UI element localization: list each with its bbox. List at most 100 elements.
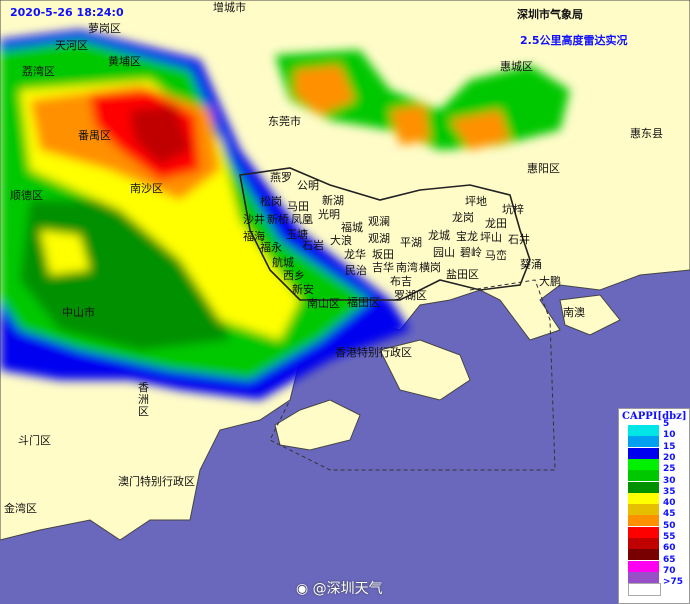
legend-value: 25 — [663, 464, 676, 475]
place-label: 沙井 — [243, 213, 265, 226]
legend-swatch — [628, 458, 659, 470]
place-label: 吉华 — [372, 261, 394, 274]
legend-swatch — [628, 470, 659, 482]
place-label: 福永 — [260, 241, 282, 254]
place-label: 燕罗 — [270, 171, 292, 184]
place-label: 荔湾区 — [22, 65, 55, 78]
district-boundaries — [239, 167, 531, 301]
place-label: 中山市 — [62, 306, 95, 319]
legend-swatch — [628, 492, 659, 504]
watermark-text: @深圳天气 — [312, 581, 383, 597]
place-label: 南沙区 — [130, 182, 163, 195]
timestamp: 2020-5-26 18:24:0 — [10, 6, 124, 19]
legend-value: 65 — [663, 554, 676, 565]
place-label: 坪地 — [465, 195, 487, 208]
place-label: 碧岭 — [460, 246, 482, 259]
place-label: 宝龙 — [456, 230, 478, 243]
place-label: 观湖 — [368, 232, 390, 245]
legend-value: 60 — [663, 543, 676, 554]
place-label: 玉塘 — [286, 228, 308, 241]
place-label: 罗湖区 — [394, 289, 427, 302]
legend: CAPPI[dbz] 5 10 15 20 25 30 35 40 45 50 55 60 65 70 >7… — [618, 408, 690, 604]
place-label: 惠城区 — [500, 60, 533, 73]
legend-value: 30 — [663, 475, 676, 486]
place-label: 香港特别行政区 — [335, 346, 412, 359]
place-label: 民治 — [345, 264, 367, 277]
place-label: 葵涌 — [520, 258, 542, 271]
place-label: 坂田 — [372, 248, 394, 261]
place-label: 坑梓 — [502, 203, 524, 216]
place-label: 新湖 — [322, 194, 344, 207]
place-label: 布吉 — [390, 275, 412, 288]
place-label: 龙城 — [428, 229, 450, 242]
weibo-icon: ◉ — [296, 581, 309, 597]
place-label: 番禺区 — [78, 129, 111, 142]
legend-swatch — [628, 515, 659, 527]
agency-name: 深圳市气象局 — [517, 8, 583, 21]
legend-value: 35 — [663, 486, 676, 497]
place-label: 公明 — [297, 179, 319, 192]
place-label: 增城市 — [213, 1, 246, 14]
place-label: 南山区 — [307, 297, 340, 310]
legend-swatch — [628, 504, 659, 516]
place-label: 金湾区 — [4, 502, 37, 515]
place-label: 园山 — [433, 246, 455, 259]
legend-value: 70 — [663, 565, 676, 576]
legend-swatch — [628, 526, 659, 538]
legend-swatch — [628, 481, 659, 493]
place-label: 马田 — [287, 200, 309, 213]
place-label: 惠东县 — [630, 127, 663, 140]
place-label: 平湖 — [400, 236, 422, 249]
legend-swatch — [628, 538, 659, 549]
place-label: 马峦 — [485, 249, 507, 262]
place-label: 东莞市 — [268, 115, 301, 128]
place-label: 大浪 — [330, 234, 352, 247]
place-label: 黄埔区 — [108, 55, 141, 68]
place-label: 新桥 — [267, 213, 289, 226]
place-label: 盐田区 — [446, 268, 479, 281]
place-label: 惠阳区 — [527, 162, 560, 175]
place-label: 顺德区 — [10, 189, 43, 202]
place-label: 福海 — [243, 230, 265, 243]
radar-echoes — [0, 30, 570, 400]
legend-swatch — [628, 571, 659, 583]
legend-value: 55 — [663, 532, 676, 542]
place-label: 大鹏 — [539, 275, 561, 288]
legend-swatch — [628, 549, 659, 561]
place-label: 斗门区 — [18, 434, 51, 447]
place-label: 西乡 — [283, 269, 305, 282]
place-label: 澳门特别行政区 — [118, 475, 195, 488]
place-label: 新安 — [292, 283, 314, 296]
place-label: 凤凰 — [291, 213, 313, 226]
product-title: 2.5公里高度雷达实况 — [520, 34, 628, 47]
place-label: 天河区 — [55, 39, 88, 52]
place-label: 龙华 — [344, 248, 366, 261]
hk-boundary — [269, 279, 556, 471]
place-label: 龙田 — [485, 217, 507, 230]
legend-value: 10 — [663, 430, 676, 441]
place-label: 石岩 — [302, 239, 324, 252]
legend-value: 50 — [663, 520, 676, 531]
legend-value: 15 — [663, 441, 676, 452]
place-label: 光明 — [318, 208, 340, 221]
place-label: 香洲区 — [138, 381, 149, 418]
legend-swatch — [628, 425, 659, 436]
legend-value: 45 — [663, 509, 676, 520]
legend-value: 20 — [663, 452, 676, 463]
place-label: 福城 — [341, 221, 363, 234]
place-label: 南澳 — [563, 306, 585, 319]
place-label: 南湾 — [396, 261, 418, 274]
legend-title: CAPPI[dbz] — [622, 411, 687, 422]
legend-swatch — [628, 583, 661, 597]
legend-value: >75 — [663, 577, 684, 588]
place-label: 横岗 — [419, 261, 441, 274]
place-label: 萝岗区 — [88, 22, 121, 35]
place-label: 坪山 — [480, 231, 502, 244]
legend-value: 40 — [663, 498, 676, 509]
place-label: 松岗 — [260, 195, 282, 208]
legend-swatch — [628, 560, 659, 572]
place-label: 观澜 — [368, 215, 390, 228]
legend-swatch — [628, 447, 659, 459]
place-label: 龙岗 — [452, 211, 474, 224]
